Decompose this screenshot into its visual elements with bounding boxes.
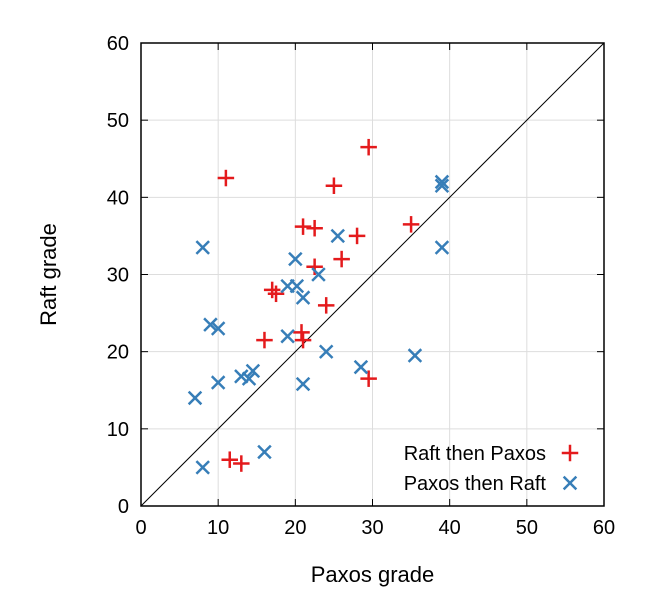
- point-series-1-23: [195, 460, 210, 475]
- point-series-0-7: [333, 250, 350, 268]
- x-tick-label-2: 20: [284, 517, 306, 539]
- point-series-0-4: [306, 219, 323, 237]
- point-series-0-1: [360, 138, 377, 156]
- point-series-1-7: [289, 278, 305, 294]
- point-series-1-13: [318, 344, 334, 359]
- point-series-1-19: [210, 375, 226, 390]
- legend-marker-0: [561, 444, 579, 462]
- y-tick-label-4: 40: [107, 187, 129, 209]
- legend-marker-1: [562, 475, 578, 491]
- point-series-0-3: [294, 218, 312, 235]
- point-series-1-4: [288, 251, 303, 267]
- legend: Raft then Paxos Paxos then Raft: [404, 443, 579, 495]
- point-series-0-17: [233, 455, 250, 472]
- y-tick-label-3: 30: [107, 265, 129, 287]
- y-tick-label-5: 50: [107, 110, 129, 132]
- point-series-1-8: [295, 290, 311, 305]
- point-series-1-15: [353, 359, 369, 375]
- point-series-1-3: [330, 228, 346, 244]
- point-series-0-0: [217, 169, 235, 187]
- point-series-1-22: [257, 444, 272, 460]
- point-series-1-21: [187, 390, 203, 406]
- x-tick-label-5: 50: [516, 517, 538, 539]
- point-series-0-2: [325, 177, 343, 195]
- y-tick-label-1: 10: [107, 419, 129, 441]
- point-series-1-10: [203, 317, 218, 332]
- point-series-1-14: [407, 348, 423, 363]
- point-series-0-16: [221, 451, 238, 468]
- x-tick-label-1: 10: [207, 517, 229, 539]
- y-tick-label-2: 20: [107, 342, 129, 364]
- x-tick-label-4: 40: [439, 517, 461, 539]
- x-tick-label-0: 0: [135, 517, 146, 539]
- point-series-1-1: [434, 178, 450, 193]
- point-series-0-10: [267, 285, 285, 303]
- point-series-1-11: [210, 321, 226, 336]
- point-series-1-9: [434, 240, 450, 255]
- x-tick-label-6: 60: [593, 517, 615, 539]
- point-series-1-18: [241, 371, 257, 386]
- point-series-0-13: [293, 324, 310, 341]
- legend-label-raft-then-paxos: Raft then Paxos: [404, 443, 546, 465]
- point-series-1-5: [311, 267, 326, 282]
- point-series-0-5: [348, 227, 366, 245]
- point-series-0-12: [256, 331, 273, 349]
- y-tick-label-0: 0: [118, 496, 129, 518]
- x-axis-title: Paxos grade: [311, 562, 435, 587]
- point-series-1-12: [280, 329, 295, 344]
- point-series-0-6: [402, 216, 420, 233]
- point-series-1-2: [195, 240, 210, 255]
- point-series-1-6: [280, 278, 295, 294]
- point-series-0-14: [294, 331, 312, 349]
- tick-labels: 0 10 20 30 40 50 60 0 10 20 30 40 50 60: [107, 33, 615, 539]
- point-series-1-17: [234, 369, 249, 384]
- point-series-1-20: [295, 376, 311, 392]
- diagonal-reference-line: [140, 42, 605, 507]
- data-points: [187, 138, 450, 475]
- point-series-1-16: [245, 363, 261, 379]
- legend-label-paxos-then-raft: Paxos then Raft: [404, 473, 547, 495]
- point-series-0-15: [360, 370, 377, 387]
- point-series-1-0: [434, 174, 450, 190]
- y-axis-title: Raft grade: [36, 223, 61, 326]
- y-tick-label-6: 60: [107, 33, 129, 55]
- point-series-0-11: [317, 297, 335, 314]
- x-tick-label-3: 30: [361, 517, 383, 539]
